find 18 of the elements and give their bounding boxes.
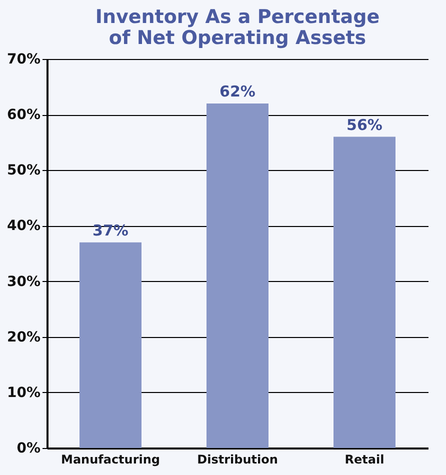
bar bbox=[334, 136, 396, 448]
bar bbox=[206, 103, 268, 448]
chart-title: Inventory As a Percentage of Net Operating Assets bbox=[95, 6, 380, 49]
y-tick-label: 10% bbox=[6, 384, 40, 401]
y-tick-label: 40% bbox=[6, 218, 40, 234]
y-tick-label: 0% bbox=[16, 440, 40, 456]
data-label: 56% bbox=[346, 116, 382, 134]
x-tick-label: Manufacturing bbox=[61, 452, 160, 466]
data-label: 37% bbox=[92, 221, 128, 240]
data-label: 62% bbox=[220, 82, 256, 100]
y-tick-label: 70% bbox=[6, 52, 40, 68]
y-tick-label: 60% bbox=[6, 107, 40, 124]
y-tick-label: 50% bbox=[6, 162, 40, 179]
x-tick-label: Retail bbox=[344, 452, 384, 466]
y-tick-label: 30% bbox=[6, 274, 40, 290]
y-tick-label: 20% bbox=[6, 329, 40, 346]
x-tick-label: Distribution bbox=[197, 452, 278, 466]
bar bbox=[80, 242, 142, 448]
